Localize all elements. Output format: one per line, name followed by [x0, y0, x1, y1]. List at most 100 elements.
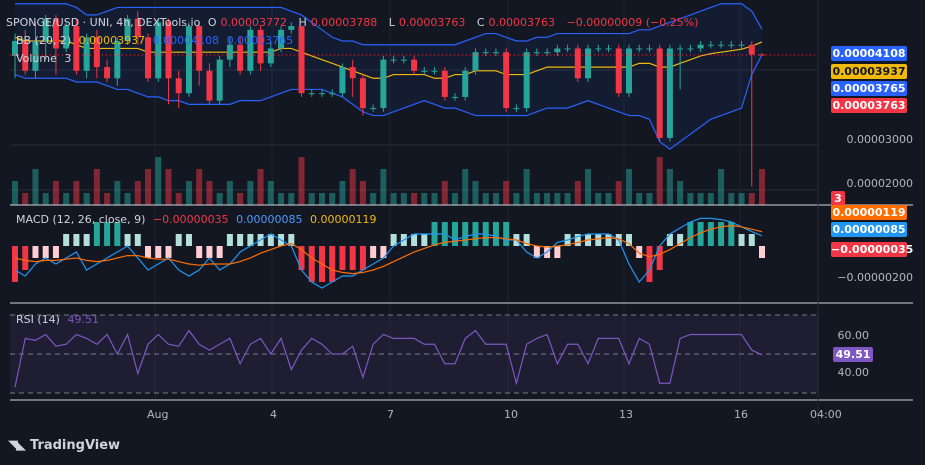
macd-label[interactable]: MACD (12, 26, close, 9) — [16, 213, 146, 226]
bb-lower-tag: 0.00003765 — [831, 81, 907, 96]
candle-body — [625, 48, 632, 94]
macd-histogram-bar — [728, 222, 735, 246]
volume-bar — [400, 193, 407, 205]
macd-hist-value: −0.00000035 — [152, 213, 229, 226]
macd-histogram-bar — [52, 246, 59, 258]
pane-separators — [10, 0, 913, 425]
tradingview-logo[interactable]: ◥◣ TradingView — [8, 438, 120, 453]
candle-body — [656, 48, 663, 138]
volume-bar — [585, 169, 592, 205]
macd-histogram-bar — [42, 246, 49, 258]
open-value: O 0.00003772 — [207, 16, 287, 29]
macd-histogram-bar — [267, 234, 274, 246]
macd-histogram-bar — [104, 222, 111, 246]
macd-histogram-bar — [155, 246, 162, 258]
volume-bar — [390, 193, 397, 205]
macd-histogram-bar — [145, 246, 152, 258]
candle-body — [554, 48, 561, 53]
macd-histogram-bar — [175, 234, 182, 246]
candle-body — [359, 78, 366, 109]
macd-signal-tag: 0.00000119 — [831, 205, 907, 220]
candle-body — [298, 26, 305, 94]
bb-lower-line — [14, 54, 763, 150]
macd-histogram-bar — [759, 246, 765, 258]
volume-bar — [257, 169, 264, 205]
macd-legend: MACD (12, 26, close, 9) −0.00000035 0.00… — [16, 213, 381, 226]
macd-histogram-bar — [452, 222, 459, 246]
volume-bar — [544, 193, 551, 205]
volume-bar — [329, 193, 336, 205]
candle-body — [585, 48, 592, 79]
macd-histogram-bar — [308, 246, 315, 282]
last-price-tag: 0.00003763 — [831, 98, 907, 113]
candle-body — [574, 48, 581, 79]
candle-body — [687, 48, 694, 50]
candle-body — [104, 67, 111, 79]
rsi-value: 49.51 — [67, 313, 99, 326]
macd-histogram-bar — [595, 234, 602, 246]
volume-bar — [718, 169, 725, 205]
candle-body — [73, 26, 80, 71]
rsi-pane — [10, 314, 818, 394]
macd-histogram-bar — [349, 246, 356, 270]
candle-body — [196, 26, 203, 71]
volume-bar — [196, 169, 203, 205]
macd-histogram-bar — [554, 246, 561, 258]
candle-body — [452, 96, 459, 98]
volume-bar — [42, 193, 49, 205]
macd-histogram-bar — [411, 234, 418, 246]
candle-body — [349, 67, 356, 79]
volume-bar — [554, 193, 561, 205]
candle-body — [267, 48, 274, 64]
bb-basis-tag: 0.00003937 — [831, 64, 907, 79]
candle-body — [697, 44, 704, 49]
macd-histogram-bar — [707, 222, 714, 246]
macd-histogram-bar — [22, 246, 29, 270]
volume-value: 3 — [64, 52, 72, 65]
volume-bars — [12, 157, 765, 205]
macd-line — [14, 217, 763, 289]
macd-histogram-bar — [492, 222, 499, 246]
candle-body — [206, 70, 213, 101]
volume-bar — [63, 193, 70, 205]
symbol-title[interactable]: SPONGE/USD · UNI, 4h, DEXTools.io — [6, 16, 201, 29]
volume-bar — [145, 169, 152, 205]
candle-body — [523, 52, 530, 109]
candle-body — [728, 44, 735, 46]
volume-bar — [411, 193, 418, 205]
macd-hist-tag: −0.00000035 — [831, 242, 914, 257]
volume-bar — [226, 181, 233, 205]
volume-bar — [574, 181, 581, 205]
volume-bar — [697, 193, 704, 205]
candle-body — [32, 41, 39, 71]
macd-histogram-bar — [421, 234, 428, 246]
volume-bar — [605, 193, 612, 205]
bb-basis-value: 0.00003937 — [78, 34, 146, 47]
volume-bar — [155, 157, 162, 205]
rsi-label[interactable]: RSI (14) — [16, 313, 60, 326]
candle-body — [42, 18, 49, 41]
volume-bar — [247, 181, 254, 205]
candle-body — [52, 18, 59, 49]
volume-bar — [52, 181, 59, 205]
volume-bar — [206, 181, 213, 205]
time-tick-label: 7 — [387, 408, 394, 421]
macd-histogram-bar — [656, 246, 663, 270]
volume-label[interactable]: Volume — [16, 52, 57, 65]
volume-bar — [462, 169, 469, 205]
macd-histogram-bar — [523, 234, 530, 246]
volume-bar — [114, 181, 121, 205]
bb-label[interactable]: BB (20, 2) — [16, 34, 72, 47]
macd-histogram-bar — [196, 246, 203, 258]
time-tick-label: 04:00 — [810, 408, 842, 421]
volume-bar — [165, 169, 172, 205]
volume-bar — [677, 181, 684, 205]
candle-body — [677, 48, 684, 50]
volume-bar — [22, 193, 29, 205]
candle-body — [318, 93, 325, 95]
volume-bar — [349, 169, 356, 205]
candle-body — [666, 48, 673, 138]
volume-bar — [298, 157, 305, 205]
candle-body — [544, 52, 551, 54]
